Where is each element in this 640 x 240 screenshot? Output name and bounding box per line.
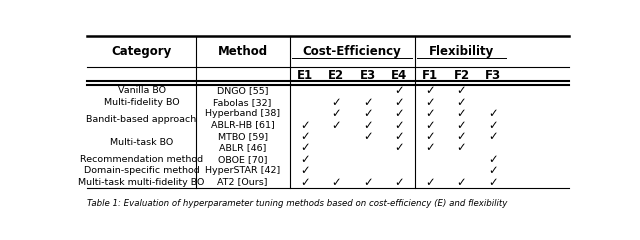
Text: ✓: ✓ (300, 164, 310, 177)
Text: E1: E1 (297, 69, 313, 82)
Text: ✓: ✓ (426, 175, 435, 189)
Text: ✓: ✓ (457, 119, 467, 132)
Text: ✓: ✓ (332, 107, 341, 120)
Text: ✓: ✓ (457, 84, 467, 97)
Text: ✓: ✓ (457, 130, 467, 143)
Text: ✓: ✓ (457, 96, 467, 109)
Text: Vanilla BO: Vanilla BO (118, 86, 166, 95)
Text: ✓: ✓ (457, 175, 467, 189)
Text: MTBO [59]: MTBO [59] (218, 132, 268, 141)
Text: OBOE [70]: OBOE [70] (218, 155, 268, 164)
Text: ✓: ✓ (363, 107, 372, 120)
Text: ✓: ✓ (394, 130, 404, 143)
Text: ✓: ✓ (488, 175, 497, 189)
Text: F1: F1 (422, 69, 438, 82)
Text: E3: E3 (360, 69, 376, 82)
Text: ✓: ✓ (488, 107, 497, 120)
Text: AT2 [Ours]: AT2 [Ours] (218, 178, 268, 186)
Text: Multi-task BO: Multi-task BO (110, 138, 173, 147)
Text: Cost-Efficiency: Cost-Efficiency (303, 45, 401, 58)
Text: ABLR [46]: ABLR [46] (219, 143, 266, 152)
Text: Category: Category (111, 45, 172, 58)
Text: ✓: ✓ (426, 130, 435, 143)
Text: ✓: ✓ (300, 130, 310, 143)
Text: Hyperband [38]: Hyperband [38] (205, 109, 280, 118)
Text: ✓: ✓ (363, 119, 372, 132)
Text: DNGO [55]: DNGO [55] (217, 86, 268, 95)
Text: ✓: ✓ (300, 141, 310, 154)
Text: E2: E2 (328, 69, 344, 82)
Text: ✓: ✓ (394, 119, 404, 132)
Text: ✓: ✓ (363, 96, 372, 109)
Text: ✓: ✓ (457, 141, 467, 154)
Text: ✓: ✓ (426, 141, 435, 154)
Text: ✓: ✓ (488, 130, 497, 143)
Text: ✓: ✓ (394, 175, 404, 189)
Text: F3: F3 (484, 69, 501, 82)
Text: ✓: ✓ (394, 107, 404, 120)
Text: ✓: ✓ (332, 175, 341, 189)
Text: Multi-fidelity BO: Multi-fidelity BO (104, 98, 179, 107)
Text: Bandit-based approach: Bandit-based approach (86, 115, 196, 124)
Text: Fabolas [32]: Fabolas [32] (213, 98, 272, 107)
Text: ✓: ✓ (394, 96, 404, 109)
Text: ✓: ✓ (426, 84, 435, 97)
Text: ✓: ✓ (363, 175, 372, 189)
Text: Domain-specific method: Domain-specific method (84, 166, 200, 175)
Text: ✓: ✓ (300, 175, 310, 189)
Text: Method: Method (218, 45, 268, 58)
Text: ✓: ✓ (488, 119, 497, 132)
Text: F2: F2 (454, 69, 470, 82)
Text: Multi-task multi-fidelity BO: Multi-task multi-fidelity BO (78, 178, 205, 186)
Text: ✓: ✓ (332, 119, 341, 132)
Text: ✓: ✓ (394, 84, 404, 97)
Text: ABLR-HB [61]: ABLR-HB [61] (211, 120, 275, 130)
Text: Flexibility: Flexibility (429, 45, 494, 58)
Text: ✓: ✓ (394, 141, 404, 154)
Text: ✓: ✓ (300, 119, 310, 132)
Text: ✓: ✓ (332, 96, 341, 109)
Text: Recommendation method: Recommendation method (80, 155, 203, 164)
Text: ✓: ✓ (488, 153, 497, 166)
Text: ✓: ✓ (426, 96, 435, 109)
Text: ✓: ✓ (426, 119, 435, 132)
Text: HyperSTAR [42]: HyperSTAR [42] (205, 166, 280, 175)
Text: ✓: ✓ (300, 153, 310, 166)
Text: ✓: ✓ (457, 107, 467, 120)
Text: E4: E4 (391, 69, 407, 82)
Text: ✓: ✓ (488, 164, 497, 177)
Text: ✓: ✓ (363, 130, 372, 143)
Text: Table 1: Evaluation of hyperparameter tuning methods based on cost-efficiency (E: Table 1: Evaluation of hyperparameter tu… (88, 199, 508, 208)
Text: ✓: ✓ (426, 107, 435, 120)
